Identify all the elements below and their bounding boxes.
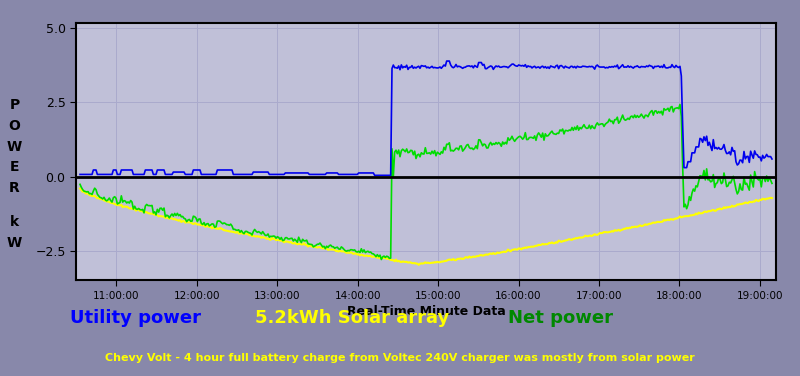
Text: Net power: Net power [507,309,613,327]
Text: Utility power: Utility power [70,309,202,327]
Text: 5.2kWh Solar array: 5.2kWh Solar array [255,309,449,327]
Text: O: O [9,119,20,133]
X-axis label: Real-Time Minute Data: Real-Time Minute Data [346,305,506,318]
Text: W: W [6,235,22,250]
Text: Chevy Volt - 4 hour full battery charge from Voltec 240V charger was mostly from: Chevy Volt - 4 hour full battery charge … [105,353,695,363]
Text: P: P [10,98,19,112]
Text: k: k [10,215,19,229]
Text: R: R [9,181,20,195]
Text: E: E [10,160,19,174]
Text: W: W [6,139,22,154]
